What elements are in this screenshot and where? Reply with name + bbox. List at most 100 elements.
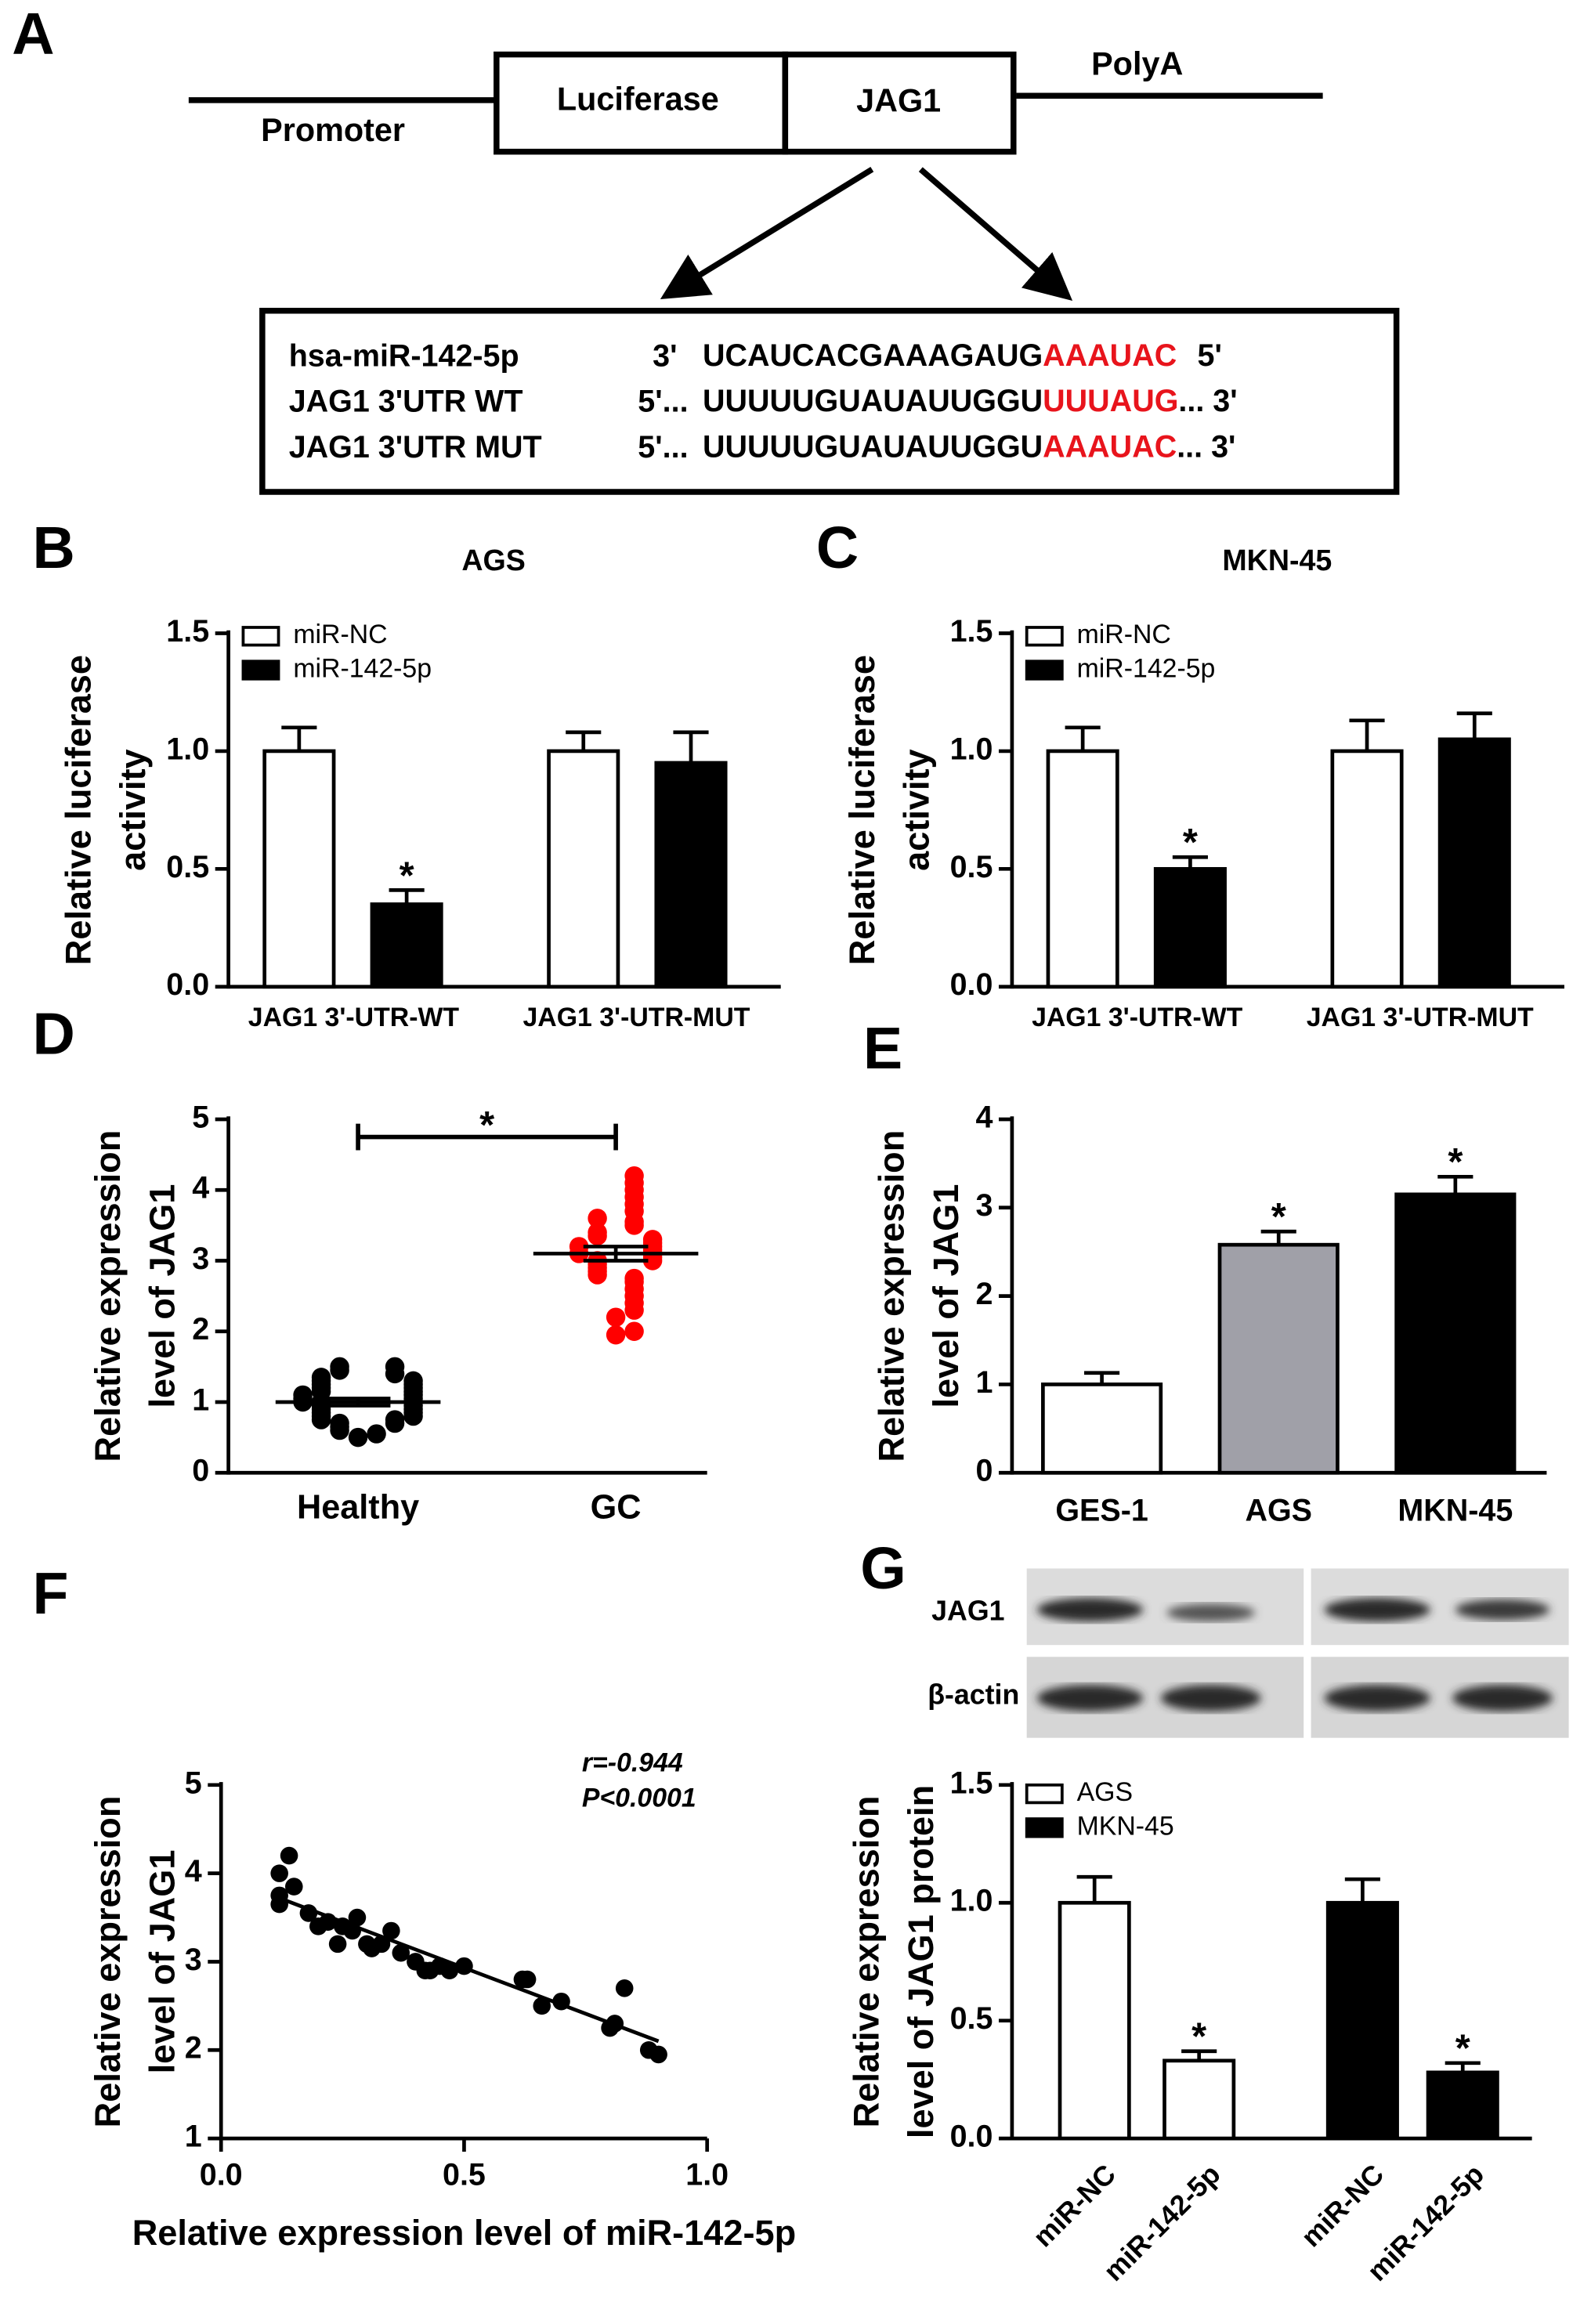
y-tick-label: 1.0 bbox=[950, 732, 993, 766]
arrow bbox=[660, 167, 874, 300]
panel-letter: E bbox=[863, 1015, 902, 1081]
data-point bbox=[588, 1209, 607, 1228]
data-point bbox=[615, 1979, 634, 1997]
legend-swatch bbox=[241, 626, 280, 647]
y-tick-label: 1 bbox=[192, 1382, 209, 1417]
annotation: P<0.0001 bbox=[582, 1784, 696, 1813]
y-axis-label: level of JAG1 bbox=[143, 1184, 183, 1408]
y-tick-label: 4 bbox=[185, 1854, 202, 1888]
blot-label: JAG1 bbox=[931, 1595, 1004, 1626]
y-tick-label: 0.5 bbox=[950, 850, 993, 884]
bar bbox=[547, 749, 620, 989]
legend-label: miR-NC bbox=[1077, 620, 1171, 649]
panel-letter: B bbox=[33, 515, 75, 580]
y-axis-label: Relative expression bbox=[871, 1130, 911, 1462]
data-point bbox=[642, 1230, 663, 1249]
bar bbox=[1153, 866, 1227, 989]
data-point bbox=[518, 1970, 537, 1989]
binding-site: AAAUAC bbox=[1043, 338, 1177, 373]
legend-label: miR-NC bbox=[293, 620, 387, 649]
sequence-end: 3' bbox=[653, 338, 677, 373]
y-tick-label: 3 bbox=[185, 1943, 202, 1977]
bar bbox=[1058, 1900, 1131, 2141]
legend-label: miR-142-5p bbox=[1077, 653, 1216, 683]
data-point bbox=[385, 1410, 405, 1429]
data-point bbox=[367, 1424, 386, 1444]
sequence-end: 5'... bbox=[638, 385, 688, 419]
panel-letter: A bbox=[12, 1, 54, 67]
data-point bbox=[348, 1908, 367, 1927]
data-point bbox=[330, 1413, 349, 1433]
bar bbox=[370, 902, 443, 989]
bar bbox=[1437, 737, 1511, 989]
y-tick-label: 2 bbox=[192, 1312, 209, 1346]
bar bbox=[1426, 2070, 1499, 2141]
y-tick-label: 0.5 bbox=[166, 850, 209, 884]
bar bbox=[1163, 2058, 1236, 2141]
data-point bbox=[606, 1325, 626, 1345]
x-tick-label: miR-NC bbox=[1027, 2159, 1122, 2254]
x-tick-label: 0.5 bbox=[443, 2157, 486, 2192]
x-axis-label: Relative expression level of miR-142-5p bbox=[132, 2213, 796, 2253]
y-axis-label: activity bbox=[113, 749, 153, 870]
y-tick-label: 4 bbox=[975, 1100, 993, 1134]
data-point bbox=[270, 1864, 288, 1882]
bar bbox=[1046, 749, 1119, 989]
sequence-box bbox=[259, 307, 1400, 495]
data-point bbox=[293, 1385, 313, 1405]
x-tick-label: JAG1 3'-UTR-MUT bbox=[1307, 1003, 1534, 1032]
y-tick-label: 1.0 bbox=[950, 1884, 993, 1918]
significance-label: * bbox=[1455, 2028, 1470, 2070]
y-tick-label: 1 bbox=[975, 1365, 993, 1400]
sequence-part: UUUUUGUAUAUUGGU bbox=[703, 430, 1043, 464]
data-point bbox=[348, 1427, 368, 1448]
x-tick-label: 0.0 bbox=[200, 2157, 243, 2192]
sequence: UUUUUGUAUAUUGGUAAAUAC... 3' bbox=[703, 430, 1235, 464]
y-axis-label: level of JAG1 bbox=[143, 1850, 183, 2074]
y-axis-label: Relative luciferase bbox=[842, 655, 882, 965]
sequence-part: UUUUUGUAUAUUGGU bbox=[703, 385, 1043, 419]
panel-letter: C bbox=[816, 515, 859, 580]
y-tick-label: 2 bbox=[185, 2031, 202, 2066]
x-tick-label: GC bbox=[591, 1489, 642, 1527]
legend-swatch bbox=[1025, 626, 1064, 647]
western-blot bbox=[1026, 1568, 1569, 1738]
data-point bbox=[588, 1223, 607, 1242]
y-tick-label: 5 bbox=[185, 1766, 202, 1800]
bar bbox=[1330, 749, 1404, 989]
y-tick-label: 3 bbox=[975, 1188, 993, 1223]
y-tick-label: 0.0 bbox=[950, 2120, 993, 2154]
legend-swatch bbox=[241, 660, 280, 681]
promoter-label: Promoter bbox=[261, 112, 405, 148]
y-tick-label: 0 bbox=[192, 1454, 209, 1488]
data-point bbox=[328, 1935, 347, 1954]
significance-label: * bbox=[1448, 1141, 1463, 1184]
y-axis-label: Relative expression bbox=[88, 1130, 128, 1462]
sequence-end: ... 3' bbox=[1178, 385, 1237, 419]
x-tick-label: MKN-45 bbox=[1398, 1493, 1513, 1527]
data-point bbox=[285, 1878, 303, 1896]
data-point bbox=[280, 1846, 298, 1865]
y-axis-label: activity bbox=[896, 749, 936, 870]
jag1-label: JAG1 bbox=[856, 83, 941, 119]
sequence-name: JAG1 3'UTR MUT bbox=[289, 430, 542, 464]
sequence-end: 5'... bbox=[638, 430, 688, 464]
legend-swatch bbox=[1025, 1783, 1064, 1805]
x-tick-label: JAG1 3'-UTR-MUT bbox=[522, 1003, 750, 1032]
panel-letter: F bbox=[33, 1560, 69, 1626]
data-point bbox=[403, 1371, 423, 1391]
x-tick-label: Healthy bbox=[297, 1489, 419, 1527]
chart-title: MKN-45 bbox=[1222, 544, 1332, 576]
y-tick-label: 1 bbox=[185, 2120, 202, 2154]
y-tick-label: 1.0 bbox=[166, 732, 209, 766]
data-point bbox=[385, 1357, 405, 1377]
data-point bbox=[624, 1321, 644, 1341]
y-tick-label: 1.5 bbox=[166, 614, 209, 649]
sequence-part: UCAUCACGAAAGAUG bbox=[703, 338, 1043, 373]
x-tick-label: miR-NC bbox=[1295, 2159, 1390, 2254]
blot-label: β-actin bbox=[927, 1679, 1019, 1710]
bar bbox=[654, 761, 728, 989]
y-tick-label: 0.0 bbox=[950, 967, 993, 1002]
y-tick-label: 2 bbox=[975, 1277, 993, 1311]
